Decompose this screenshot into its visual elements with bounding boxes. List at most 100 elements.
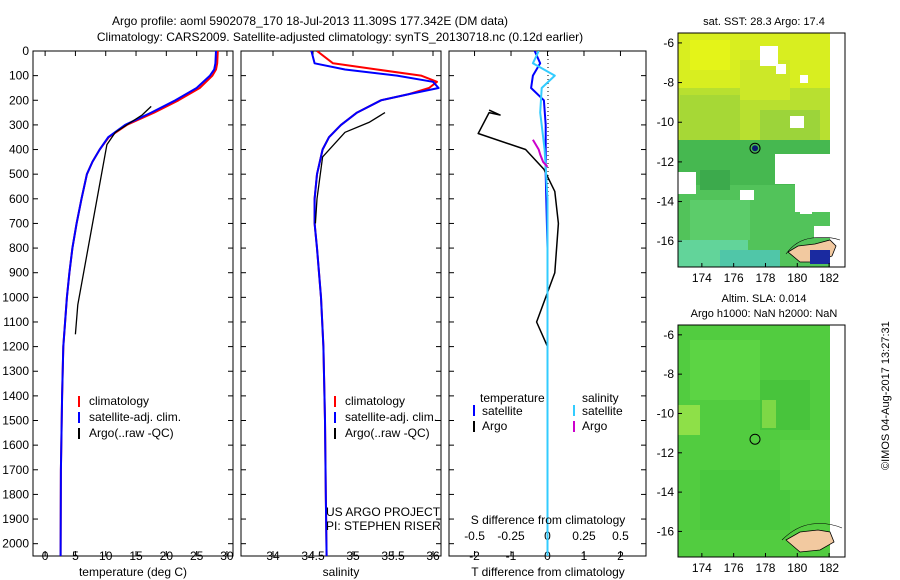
salinity-satellite-line bbox=[310, 51, 440, 556]
difference-series bbox=[477, 51, 560, 556]
x-tick-label: 0 bbox=[544, 549, 551, 563]
map-x-tick-label: 178 bbox=[755, 271, 775, 285]
legend-temp-argo: Argo bbox=[482, 419, 508, 433]
x-tick-label: 2 bbox=[617, 549, 624, 563]
temp-diff-argo-line bbox=[477, 109, 560, 347]
depth-tick-label: 1200 bbox=[2, 340, 29, 354]
depth-tick-label: 400 bbox=[9, 143, 29, 157]
salinity-series bbox=[310, 51, 440, 556]
salinity-frame bbox=[240, 50, 442, 557]
s-difference-label: S difference from climatology bbox=[471, 513, 626, 527]
x-tick-label: 5 bbox=[72, 549, 79, 563]
temperature-panel: 0100200300400500600700800900100011001200… bbox=[2, 44, 646, 579]
depth-tick-label: 1100 bbox=[3, 315, 29, 329]
x-tick-label: 0 bbox=[544, 529, 551, 543]
depth-tick-label: 800 bbox=[9, 241, 29, 255]
sst-map-panel: sat. SST: 28.3 Argo: 17.4 bbox=[657, 16, 846, 285]
difference-legend: temperature salinity satellite Argo sate… bbox=[473, 391, 623, 433]
map-x-tick-label: 182 bbox=[819, 561, 839, 575]
depth-tick-label: 200 bbox=[9, 93, 29, 107]
sst-map-title: sat. SST: 28.3 Argo: 17.4 bbox=[703, 16, 825, 28]
salinity-argo-line bbox=[314, 112, 386, 224]
depth-tick-label: 1600 bbox=[2, 438, 29, 452]
map-y-tick-label: -14 bbox=[657, 195, 675, 209]
depth-tick-label: 900 bbox=[9, 266, 29, 280]
salinity-climatology-line bbox=[313, 51, 438, 556]
imos-timestamp: ©IMOS 04-Aug-2017 13:27:31 bbox=[880, 321, 892, 470]
sst-map-axes: -6 -8 -10 -12 -14 -16 174 176 178 180 182 bbox=[657, 36, 840, 285]
map-y-tick-label: -6 bbox=[663, 328, 674, 342]
sla-map-frame bbox=[677, 324, 846, 558]
legend-sal-argo: Argo bbox=[582, 419, 608, 433]
legend-temperature-title: temperature bbox=[480, 391, 545, 405]
depth-tick-label: 1700 bbox=[2, 463, 29, 477]
depth-tick-label: 300 bbox=[9, 118, 29, 132]
map-y-tick-label: -12 bbox=[657, 155, 675, 169]
sst-map-frame bbox=[677, 32, 846, 268]
map-x-tick-label: 178 bbox=[755, 561, 775, 575]
map-y-tick-label: -10 bbox=[657, 406, 675, 420]
sst-map-field bbox=[678, 33, 845, 267]
temperature-climatology-line bbox=[59, 51, 219, 556]
map-x-tick-label: 174 bbox=[692, 271, 712, 285]
x-tick-label: 10 bbox=[99, 549, 113, 563]
map-y-tick-label: -6 bbox=[663, 36, 674, 50]
legend-temp-satellite: satellite bbox=[482, 404, 523, 418]
map-y-tick-label: -8 bbox=[663, 76, 674, 90]
sal-legend-argo-label: Argo(..raw -QC) bbox=[345, 426, 430, 440]
difference-panel: -2 -1 0 1 2 -0.5 -0.25 0 0.25 0.5 S difference fr… bbox=[448, 50, 647, 579]
sal-diff-argo-line bbox=[532, 139, 549, 168]
header-line-2: Climatology: CARS2009. Satellite-adjuste… bbox=[96, 30, 584, 44]
x-tick-label: 25 bbox=[190, 549, 204, 563]
map-x-tick-label: 180 bbox=[787, 561, 807, 575]
sla-map-title-1: Altim. SLA: 0.014 bbox=[722, 293, 807, 305]
sal-legend-climatology-label: climatology bbox=[345, 394, 405, 408]
map-x-tick-label: 174 bbox=[692, 561, 712, 575]
depth-tick-label: 500 bbox=[9, 167, 29, 181]
land-island bbox=[787, 239, 837, 263]
sla-map-field bbox=[678, 325, 845, 557]
sla-map-axes: -6 -8 -10 -12 -14 -16 174 176 178 180 182 bbox=[657, 328, 840, 575]
header-line-1: Argo profile: aoml 5902078_170 18-Jul-20… bbox=[111, 14, 509, 28]
depth-tick-label: 1800 bbox=[2, 487, 29, 501]
argo-position-fill bbox=[752, 145, 759, 152]
map-x-tick-label: 176 bbox=[724, 271, 744, 285]
map-y-tick-label: -12 bbox=[657, 446, 675, 460]
temperature-argo-line bbox=[74, 105, 152, 335]
x-tick-label: 15 bbox=[129, 549, 143, 563]
depth-tick-label: 0 bbox=[22, 44, 29, 58]
x-tick-label: 35.5 bbox=[381, 549, 405, 563]
depth-tick-label: 1000 bbox=[2, 290, 29, 304]
depth-tick-label: 2000 bbox=[2, 537, 29, 551]
map-x-tick-label: 176 bbox=[724, 561, 744, 575]
temperature-satellite-line bbox=[59, 51, 217, 556]
depth-tick-label: 1300 bbox=[2, 364, 29, 378]
depth-axis: 0 100 200 300 400 500 600 700 800 900 1000 1100 1200… bbox=[2, 44, 646, 551]
map-y-tick-label: -8 bbox=[663, 367, 674, 381]
legend-satellite-label: satellite-adj. clim. bbox=[89, 410, 181, 424]
argo-position-marker bbox=[749, 142, 761, 154]
x-tick-label: -0.25 bbox=[497, 529, 525, 543]
map-y-tick-label: -16 bbox=[657, 234, 675, 248]
difference-frame bbox=[448, 50, 647, 557]
depth-tick-label: 600 bbox=[9, 192, 29, 206]
x-tick-label: 35 bbox=[346, 549, 360, 563]
salinity-x-axis: 34 34.5 35 35.5 36 bbox=[266, 51, 440, 563]
x-tick-label: 1 bbox=[581, 549, 588, 563]
temperature-frame bbox=[32, 50, 234, 557]
t-difference-label: T difference from climatology bbox=[471, 565, 625, 579]
depth-tick-label: 1400 bbox=[2, 389, 29, 403]
sla-map-title-2: Argo h1000: NaN h2000: NaN bbox=[691, 308, 838, 320]
x-tick-label: 30 bbox=[220, 549, 234, 563]
legend-sal-satellite: satellite bbox=[582, 404, 623, 418]
temp-diff-satellite-line bbox=[530, 51, 549, 556]
salinity-xlabel: salinity bbox=[323, 565, 360, 579]
x-tick-label: 0.25 bbox=[572, 529, 596, 543]
sal-legend-satellite-label: satellite-adj. clim. bbox=[345, 410, 437, 424]
x-tick-label: -1 bbox=[506, 549, 517, 563]
legend-argo-label: Argo(..raw -QC) bbox=[89, 426, 174, 440]
x-tick-label: 0.5 bbox=[612, 529, 629, 543]
depth-tick-label: 1500 bbox=[2, 414, 29, 428]
map-x-tick-label: 180 bbox=[787, 271, 807, 285]
project-label: US ARGO PROJECT bbox=[326, 505, 441, 519]
